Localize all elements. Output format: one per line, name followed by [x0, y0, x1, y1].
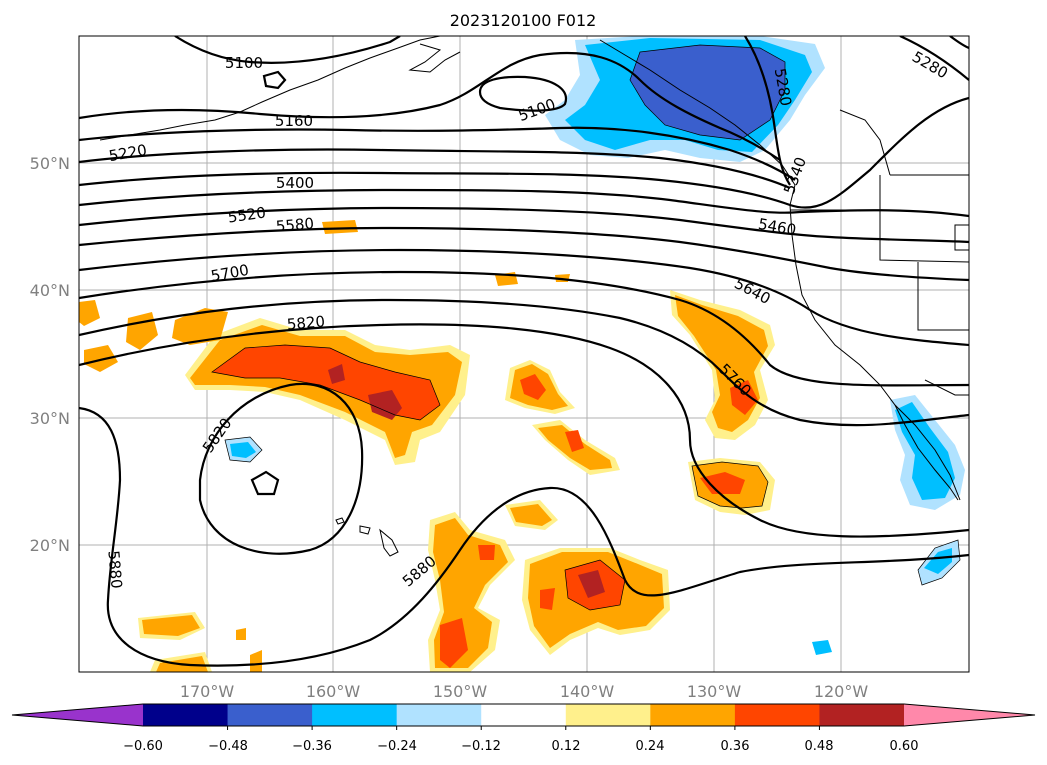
map-panel: 5100 5100 5160 5220 5280 5280 5340 5400 … [78, 35, 970, 673]
colorbar-segment [565, 704, 651, 726]
contour-label: 5580 [275, 214, 315, 235]
contour-5220 [79, 126, 796, 181]
lon-label: 160°W [306, 682, 361, 701]
contour-label: 5820 [286, 312, 326, 333]
contour-5280-ne2 [949, 36, 969, 50]
height-contours [79, 36, 969, 667]
lon-label: 170°W [180, 682, 235, 701]
contour-5340 [79, 148, 791, 190]
colorbar-segment [143, 704, 229, 726]
contour-label: 5880 [104, 550, 125, 590]
colorbar-extend-high [904, 704, 1035, 726]
map-frame [78, 35, 970, 673]
colorbar-tick-label: −0.36 [292, 739, 332, 754]
colorbar-segment [819, 704, 905, 726]
contour-5100-west [174, 36, 401, 64]
lon-label: 120°W [814, 682, 869, 701]
colorbar-outline [11, 703, 1036, 727]
lon-label: 140°W [560, 682, 615, 701]
oahu-island [359, 525, 371, 535]
contour-label: 5160 [275, 112, 313, 130]
contour-5280-ne [899, 36, 969, 81]
colorbar-tick-label: 0.12 [552, 739, 581, 754]
contour-5700 [79, 270, 969, 387]
contour-5820-north [79, 323, 969, 538]
contour-5520 [79, 206, 969, 244]
contour-small-low [262, 70, 287, 90]
contour-5880-center [250, 470, 280, 496]
positive-anomaly-south [138, 500, 670, 672]
colorbar-tick-label: −0.48 [208, 739, 248, 754]
contour-5280-coast [744, 36, 791, 186]
colorbar-tick-labels: −0.60 −0.48 −0.36 −0.24 −0.12 0.12 0.24 … [123, 739, 918, 754]
lat-label: 20°N [30, 536, 70, 555]
aleutian-chain [99, 36, 441, 141]
colorbar-tick-label: −0.60 [123, 739, 163, 754]
longitude-labels: 170°W 160°W 150°W 140°W 130°W 120°W [180, 682, 869, 701]
hawaii-island [379, 528, 399, 557]
lat-label: 50°N [30, 154, 70, 173]
colorbar-tick-label: 0.24 [636, 739, 665, 754]
colorbar-segment [227, 704, 313, 726]
positive-anomaly-central [79, 220, 570, 465]
contour-5640 [79, 248, 969, 347]
state-border-2 [917, 262, 969, 331]
colorbar [11, 703, 1036, 730]
kauai-island [335, 517, 345, 525]
lat-label: 30°N [30, 409, 70, 428]
colorbar-extend-low [12, 704, 143, 726]
colorbar-tick-label: −0.24 [377, 739, 417, 754]
latitude-labels: 50°N 40°N 30°N 20°N [30, 154, 70, 555]
contour-5760 [79, 298, 969, 427]
na-west-coast [599, 39, 961, 501]
contour-5580 [79, 226, 969, 282]
contour-5100-low [478, 75, 568, 112]
contour-label: 5400 [276, 174, 314, 192]
colorbar-segment [734, 704, 820, 726]
lon-label: 150°W [433, 682, 488, 701]
contour-5880-south [79, 406, 969, 667]
positive-anomaly-east [505, 290, 775, 515]
colorbar-tick-label: 0.48 [805, 739, 834, 754]
colorbar-tick-label: 0.60 [890, 739, 919, 754]
contour-5460 [79, 188, 969, 218]
colorbar-tick-label: 0.36 [721, 739, 750, 754]
colorbar-segment [481, 704, 567, 726]
contour-label: 5100 [225, 54, 263, 72]
shading-outlines [211, 44, 961, 611]
contour-labels: 5100 5100 5160 5220 5280 5280 5340 5400 … [104, 48, 951, 591]
province-border [839, 109, 891, 176]
colorbar-segment [312, 704, 398, 726]
lat-label: 40°N [30, 281, 70, 300]
colorbar-segment [650, 704, 736, 726]
colorbar-tick-label: −0.12 [461, 739, 501, 754]
lon-label: 130°W [687, 682, 742, 701]
colorbar-segment [396, 704, 482, 726]
map-title: 2023120100 F012 [450, 11, 597, 30]
alaska-peninsula [408, 43, 461, 73]
contour-5160 [79, 51, 781, 161]
contour-label: 5520 [227, 203, 267, 226]
contour-5820-high [198, 382, 364, 555]
contour-5400 [79, 96, 969, 209]
